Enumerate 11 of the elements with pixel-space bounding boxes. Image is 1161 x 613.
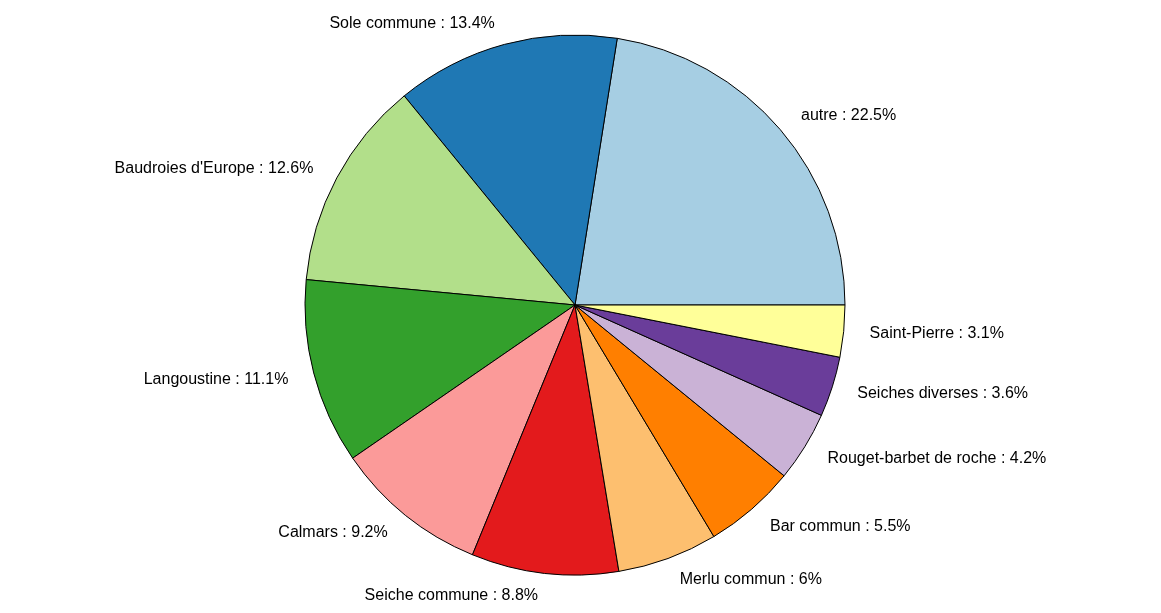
slice-label: Calmars : 9.2% xyxy=(278,523,388,541)
slice-label: Seiches diverses : 3.6% xyxy=(857,384,1029,402)
slice-label: Langoustine : 11.1% xyxy=(143,369,289,387)
slice-label: autre : 22.5% xyxy=(801,106,897,124)
slice-label: Bar commun : 5.5% xyxy=(770,516,911,534)
slice-label: Sole commune : 13.4% xyxy=(329,14,495,32)
slice-label: Rouget-barbet de roche : 4.2% xyxy=(827,449,1047,467)
slice-label: Baudroies d'Europe : 12.6% xyxy=(114,158,314,176)
slice-label: Saint-Pierre : 3.1% xyxy=(869,324,1004,342)
slice-label: Seiche commune : 8.8% xyxy=(364,586,539,604)
slice-label: Merlu commun : 6% xyxy=(679,570,822,588)
